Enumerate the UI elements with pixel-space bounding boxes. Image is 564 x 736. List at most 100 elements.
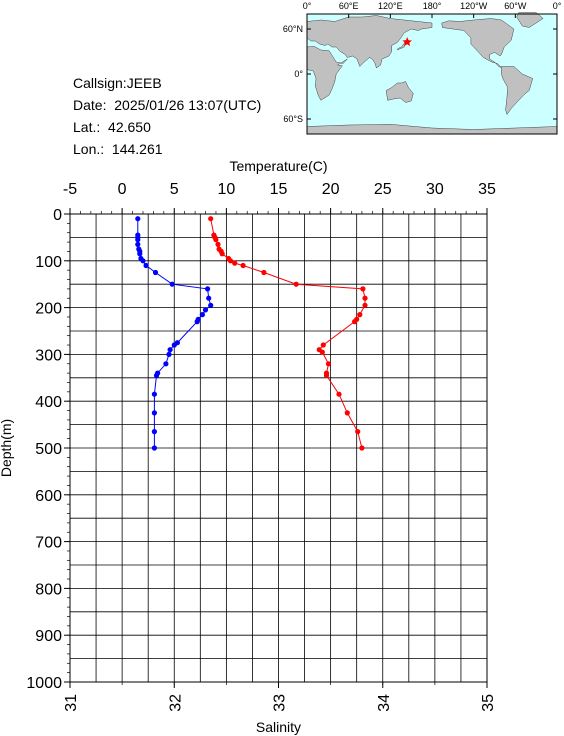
lat-row: Lat.: 42.650 [73, 116, 261, 138]
callsign-text: Callsign:JEEB [73, 75, 162, 91]
salinity-point [194, 319, 200, 325]
map-top-label: 0° [303, 1, 312, 11]
map-top-label: 60°E [339, 1, 359, 11]
temperature-point [215, 241, 221, 247]
date-row: Date: 2025/01/26 13:07(UTC) [73, 94, 261, 116]
depth-tick-label: 800 [35, 581, 62, 598]
salinity-tick-label: 33 [272, 694, 289, 712]
temp-tick-label: 30 [426, 181, 444, 198]
depth-tick-label: 500 [35, 441, 62, 458]
map-left-label: 60°N [283, 24, 303, 34]
lat-label: Lat.: [73, 119, 101, 135]
temperature-profile [208, 216, 368, 451]
temp-tick-label: 15 [270, 181, 288, 198]
continent-1 [306, 46, 348, 101]
salinity-point [166, 351, 172, 357]
temp-tick-label: 10 [217, 181, 235, 198]
date-value: 2025/01/26 13:07(UTC) [114, 97, 262, 113]
station-marker-icon [402, 37, 412, 47]
map-left-label: 0° [294, 69, 303, 79]
chart-grid [69, 213, 488, 683]
salinity-axis-title: Salinity [256, 719, 301, 735]
salinity-point [143, 262, 149, 269]
depth-tick-label: 100 [35, 254, 62, 271]
salinity-point [199, 312, 205, 318]
temperature-point [293, 281, 299, 287]
world-map: 0° 60°E 120°E 180° 120°W 60°W 0° 60°N 0° 60°S [283, 1, 562, 135]
salinity-point [140, 258, 146, 264]
salinity-point [167, 347, 173, 353]
depth-tick-label: 700 [35, 535, 62, 552]
lon-row: Lon.: 144.261 [73, 138, 261, 160]
salinity-point [202, 307, 209, 313]
map-top-label: 0° [553, 1, 562, 11]
station-info: Callsign:JEEB Date: 2025/01/26 13:07(UTC… [73, 72, 261, 160]
continent-4 [516, 12, 544, 28]
temp-tick-label: 5 [170, 181, 179, 198]
map-left-label: 60°S [283, 114, 303, 124]
temperature-line [210, 218, 366, 449]
salinity-point [206, 295, 212, 301]
lon-label: Lon.: [73, 141, 105, 157]
depth-axis-title: Depth(m) [0, 419, 14, 477]
temperature-point [336, 391, 342, 397]
temperature-point [325, 361, 332, 367]
temperature-point [352, 319, 358, 325]
continent-3 [441, 18, 515, 69]
temperature-point [362, 295, 368, 301]
temp-tick-label: -5 [63, 181, 77, 198]
continent-2 [385, 81, 414, 103]
temperature-point [344, 410, 350, 416]
depth-tick-label: 400 [35, 394, 62, 411]
map-top-label: 180° [423, 1, 442, 11]
temp-tick-label: 0 [118, 181, 127, 198]
temp-tick-label: 20 [322, 181, 340, 198]
continent-5 [501, 66, 534, 116]
temperature-axis-title: Temperature(C) [229, 158, 327, 174]
salinity-point [205, 286, 211, 292]
salinity-point [151, 391, 157, 397]
salinity-point [171, 342, 177, 348]
temperature-point [357, 312, 363, 318]
temperature-point [219, 251, 225, 257]
salinity-point [135, 241, 141, 247]
salinity-point [152, 269, 159, 276]
map-top-label: 60°W [504, 1, 527, 11]
lon-value: 144.261 [111, 141, 163, 157]
temperature-point [261, 269, 267, 276]
temperature-point [240, 262, 246, 269]
depth-tick-label: 0 [53, 207, 62, 224]
salinity-point [153, 372, 160, 379]
temperature-point [359, 445, 365, 451]
date-label: Date: [73, 97, 107, 113]
salinity-point [151, 445, 157, 451]
temperature-point [208, 216, 214, 222]
map-top-label: 120°W [460, 1, 488, 11]
temperature-point [362, 302, 368, 308]
depth-tick-label: 1000 [26, 675, 62, 692]
salinity-profile [135, 216, 214, 451]
temperature-point [213, 237, 219, 243]
temperature-point [227, 258, 234, 264]
map-top-label: 120°E [378, 1, 403, 11]
salinity-point [137, 251, 143, 257]
salinity-tick-label: 31 [63, 694, 80, 712]
salinity-point [163, 361, 169, 367]
salinity-point [135, 216, 141, 222]
depth-tick-label: 200 [35, 301, 62, 318]
temperature-point [360, 286, 366, 292]
salinity-point [208, 302, 214, 308]
depth-tick-label: 600 [35, 488, 62, 505]
temperature-point [355, 429, 361, 435]
salinity-tick-label: 34 [376, 694, 393, 712]
salinity-point [135, 237, 141, 243]
temperature-point [323, 372, 330, 379]
temperature-point [232, 260, 238, 266]
temp-tick-label: 35 [478, 181, 496, 198]
lat-value: 42.650 [108, 119, 151, 135]
salinity-point [169, 281, 175, 287]
depth-tick-label: 300 [35, 347, 62, 364]
continent-0 [306, 15, 433, 69]
map-land [306, 12, 558, 135]
